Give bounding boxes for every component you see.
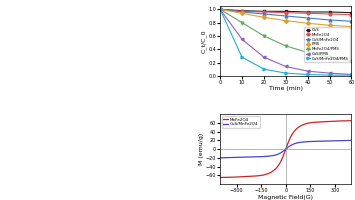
CuS/MnFe2O4 (218, 8, 222, 11)
CuS/PMS (327, 72, 332, 74)
CuS (218, 8, 222, 11)
PMS (349, 25, 354, 28)
Line: PMS: PMS (219, 8, 353, 28)
Line: MnFe2O4/PMS: MnFe2O4/PMS (219, 8, 353, 63)
MnFe2O4/PMS (306, 51, 310, 54)
Y-axis label: M (emu/g): M (emu/g) (199, 133, 204, 165)
Line: MnFe2O4: MnFe2O4 (219, 8, 353, 16)
MnFe2O4 (306, 12, 310, 15)
MnFe2O4 (240, 10, 244, 13)
Line: CuS/PMS: CuS/PMS (219, 8, 353, 76)
MnFe2O4 (337, 120, 341, 122)
MnFe2O4/PMS (349, 60, 354, 62)
CuS/MnFe2O4 (306, 17, 310, 19)
CuS/PMS (218, 8, 222, 11)
MnFe2O4/PMS (218, 8, 222, 11)
CuS (306, 11, 310, 13)
MnFe2O4 (218, 176, 222, 179)
CuS/MnFe2O4/PMS (218, 8, 222, 11)
CuS/MnFe2O4 (296, 141, 300, 144)
CuS/MnFe2O4 (349, 139, 354, 142)
Line: CuS/MnFe2O4: CuS/MnFe2O4 (219, 8, 353, 23)
CuS/MnFe2O4 (349, 20, 354, 22)
CuS (262, 10, 266, 13)
CuS/MnFe2O4/PMS (306, 73, 310, 76)
Line: CuS/MnFe2O4/PMS: CuS/MnFe2O4/PMS (219, 8, 353, 77)
MnFe2O4/PMS (262, 35, 266, 37)
CuS (349, 11, 354, 14)
Y-axis label: C_t/C_0: C_t/C_0 (201, 29, 207, 53)
PMS (284, 19, 288, 22)
CuS/MnFe2O4 (262, 13, 266, 15)
CuS/MnFe2O4 (298, 141, 302, 144)
MnFe2O4 (218, 8, 222, 11)
Line: MnFe2O4: MnFe2O4 (220, 121, 351, 177)
CuS (284, 10, 288, 13)
MnFe2O4/PMS (284, 45, 288, 47)
MnFe2O4 (298, 125, 302, 127)
X-axis label: Magnetic Field(G): Magnetic Field(G) (258, 195, 313, 200)
CuS/MnFe2O4/PMS (284, 72, 288, 74)
CuS/MnFe2O4 (329, 140, 333, 142)
MnFe2O4 (296, 126, 300, 129)
MnFe2O4 (218, 176, 223, 179)
CuS/MnFe2O4 (284, 15, 288, 17)
CuS/PMS (349, 73, 354, 76)
MnFe2O4 (327, 13, 332, 15)
CuS/MnFe2O4 (327, 19, 332, 21)
Legend: CuS, MnFe2O4, CuS/MnFe2O4, PMS, MnFe2O4/PMS, CuS/PMS, CuS/MnFe2O4/PMS: CuS, MnFe2O4, CuS/MnFe2O4, PMS, MnFe2O4/… (305, 27, 350, 62)
MnFe2O4 (329, 120, 333, 123)
MnFe2O4 (262, 11, 266, 13)
CuS/MnFe2O4/PMS (327, 74, 332, 76)
PMS (240, 12, 244, 15)
PMS (306, 22, 310, 24)
CuS/PMS (262, 56, 266, 58)
CuS/PMS (306, 70, 310, 72)
CuS/MnFe2O4/PMS (349, 74, 354, 76)
Line: CuS/MnFe2O4: CuS/MnFe2O4 (220, 140, 351, 158)
X-axis label: Time (min): Time (min) (269, 86, 303, 91)
CuS (327, 11, 332, 13)
CuS/PMS (284, 65, 288, 68)
MnFe2O4 (349, 13, 354, 16)
CuS/PMS (240, 38, 244, 40)
Line: CuS: CuS (219, 8, 353, 14)
MnFe2O4/PMS (327, 56, 332, 58)
CuS/MnFe2O4 (337, 139, 341, 142)
MnFe2O4 (296, 126, 300, 129)
MnFe2O4 (349, 120, 354, 122)
CuS/MnFe2O4 (218, 157, 222, 159)
CuS/MnFe2O4/PMS (240, 56, 244, 58)
MnFe2O4/PMS (240, 21, 244, 24)
CuS/MnFe2O4 (218, 157, 223, 159)
CuS/MnFe2O4/PMS (262, 68, 266, 70)
PMS (218, 8, 222, 11)
MnFe2O4 (284, 11, 288, 14)
Legend: MnFe2O4, CuS/MnFe2O4: MnFe2O4, CuS/MnFe2O4 (222, 116, 260, 128)
CuS/MnFe2O4 (240, 11, 244, 13)
CuS/MnFe2O4 (296, 142, 300, 144)
CuS (240, 9, 244, 12)
PMS (327, 24, 332, 26)
PMS (262, 16, 266, 19)
